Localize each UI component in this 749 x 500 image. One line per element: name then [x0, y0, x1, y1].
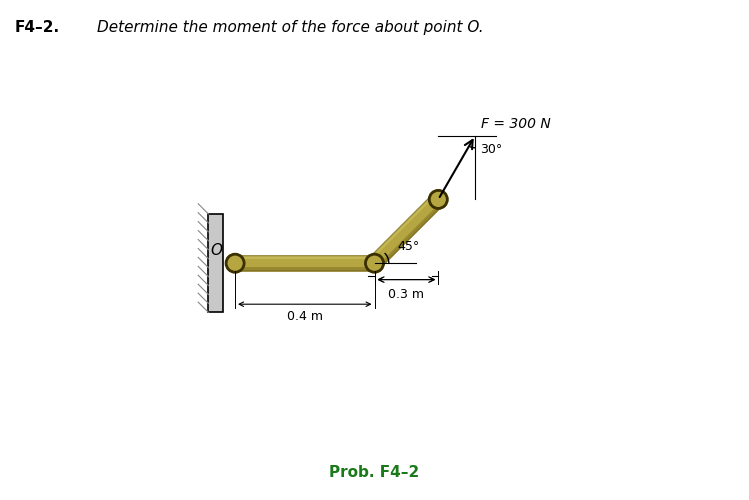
- Bar: [208, 214, 222, 312]
- Text: F = 300 N: F = 300 N: [482, 118, 551, 132]
- Text: 45°: 45°: [397, 240, 419, 253]
- Polygon shape: [235, 256, 374, 270]
- Circle shape: [429, 190, 447, 208]
- Circle shape: [226, 254, 244, 272]
- Text: F4–2.: F4–2.: [15, 20, 60, 35]
- Text: O: O: [210, 244, 222, 258]
- Text: Prob. F4–2: Prob. F4–2: [330, 465, 419, 480]
- Circle shape: [366, 254, 383, 272]
- Polygon shape: [369, 194, 435, 260]
- Text: 0.4 m: 0.4 m: [287, 310, 323, 324]
- Polygon shape: [235, 267, 374, 270]
- Polygon shape: [369, 194, 443, 268]
- Polygon shape: [377, 202, 443, 268]
- Text: 0.3 m: 0.3 m: [389, 288, 425, 301]
- Polygon shape: [235, 256, 374, 259]
- Text: Determine the moment of the force about point O.: Determine the moment of the force about …: [97, 20, 484, 35]
- Text: 30°: 30°: [480, 144, 503, 156]
